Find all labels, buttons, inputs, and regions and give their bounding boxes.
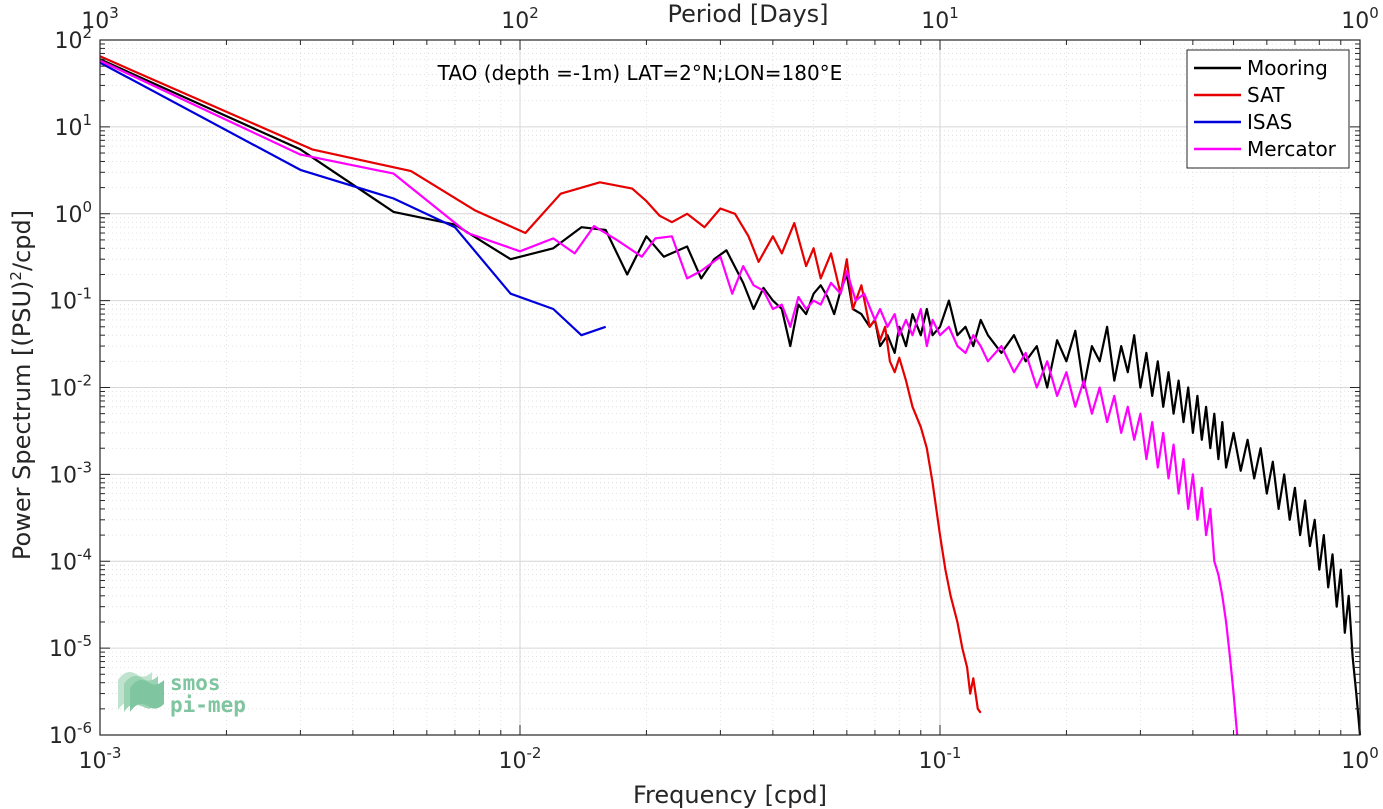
series-line-mooring bbox=[99, 58, 1362, 736]
x-tick-label-base: 10 bbox=[919, 749, 947, 774]
y-tick-label-base: 10 bbox=[49, 637, 77, 662]
x-tick-label-base: 10 bbox=[79, 749, 107, 774]
x-tick-label-exp: 0 bbox=[1369, 744, 1379, 762]
y-tick-label: 101 bbox=[54, 111, 92, 141]
axis-ticks bbox=[99, 40, 1360, 736]
legend-label-isas: ISAS bbox=[1247, 110, 1292, 134]
series-line-sat bbox=[99, 55, 982, 714]
logo-line2: pi-mep bbox=[170, 693, 246, 717]
top-tick-label-base: 10 bbox=[921, 9, 949, 34]
x-tick-label-exp: -3 bbox=[107, 744, 122, 762]
series-layer bbox=[99, 55, 1362, 736]
y-tick-label-base: 10 bbox=[54, 203, 82, 228]
y-tick-label-base: 10 bbox=[49, 377, 77, 402]
smos-pi-mep-logo: smos pi-mep bbox=[118, 671, 246, 717]
top-tick-label: 102 bbox=[501, 4, 539, 34]
x-axis-label: Frequency [cpd] bbox=[633, 781, 827, 809]
y-axis-label: Power Spectrum [(PSU)2/cpd] bbox=[7, 210, 36, 560]
y-tick-label-base: 10 bbox=[49, 290, 77, 315]
y-tick-label-base: 10 bbox=[49, 724, 77, 749]
y-tick-label: 10-1 bbox=[49, 285, 92, 315]
y-tick-label-base: 10 bbox=[49, 463, 77, 488]
y-tick-label-exp: 2 bbox=[82, 24, 92, 42]
y-tick-label-exp: -1 bbox=[77, 285, 92, 303]
y-tick-label: 102 bbox=[54, 24, 92, 54]
y-tick-label-exp: 1 bbox=[82, 111, 92, 129]
x-tick-label: 100 bbox=[1341, 744, 1379, 774]
series-line-isas bbox=[99, 61, 607, 337]
y-tick-label-base: 10 bbox=[54, 116, 82, 141]
x-tick-label: 10-2 bbox=[499, 744, 542, 774]
y-tick-label: 10-2 bbox=[49, 372, 92, 402]
x-tick-label-base: 10 bbox=[499, 749, 527, 774]
y-tick-label-exp: -2 bbox=[77, 372, 92, 390]
x-tick-labels: 10-3 10-2 10-1 100 bbox=[79, 744, 1379, 774]
y-tick-label-base: 10 bbox=[54, 29, 82, 54]
y-tick-label-exp: 0 bbox=[82, 198, 92, 216]
top-tick-label-base: 10 bbox=[501, 9, 529, 34]
y-axis-label-sup: 2 bbox=[7, 271, 25, 281]
top-axis-label: Period [Days] bbox=[667, 0, 828, 28]
top-tick-label: 100 bbox=[1341, 4, 1379, 34]
legend-items: Mooring SAT ISAS Mercator bbox=[1194, 56, 1337, 161]
top-tick-labels: 103 102 101 100 bbox=[81, 4, 1379, 34]
logo-mark-icon bbox=[118, 672, 164, 712]
top-tick-label-base: 10 bbox=[81, 9, 109, 34]
y-tick-label-exp: -3 bbox=[77, 458, 92, 476]
y-axis-label-tail: /cpd] bbox=[8, 210, 36, 271]
legend: Mooring SAT ISAS Mercator bbox=[1186, 49, 1350, 169]
top-tick-label-exp: 3 bbox=[109, 4, 119, 22]
top-tick-label-exp: 2 bbox=[529, 4, 539, 22]
x-tick-label-exp: -2 bbox=[527, 744, 542, 762]
y-axis-label-main: Power Spectrum [(PSU) bbox=[8, 281, 36, 560]
legend-label-sat: SAT bbox=[1247, 83, 1285, 107]
x-tick-label: 10-3 bbox=[79, 744, 122, 774]
y-tick-label: 10-3 bbox=[49, 458, 92, 488]
y-tick-label-exp: -5 bbox=[77, 632, 92, 650]
top-tick-label-exp: 0 bbox=[1369, 4, 1379, 22]
y-tick-label: 10-6 bbox=[49, 719, 92, 749]
y-tick-label: 10-4 bbox=[49, 545, 92, 575]
series-line-mercator bbox=[99, 59, 1239, 736]
y-tick-label-base: 10 bbox=[49, 550, 77, 575]
x-tick-label-exp: -1 bbox=[947, 744, 962, 762]
top-tick-label: 103 bbox=[81, 4, 119, 34]
legend-label-mercator: Mercator bbox=[1247, 137, 1337, 161]
y-tick-label: 100 bbox=[54, 198, 92, 228]
y-tick-label: 10-5 bbox=[49, 632, 92, 662]
logo-line1: smos bbox=[170, 671, 221, 695]
chart-annotation: TAO (depth =-1m) LAT=2°N;LON=180°E bbox=[437, 61, 843, 85]
x-tick-label: 10-1 bbox=[919, 744, 962, 774]
y-tick-label-exp: -6 bbox=[77, 719, 92, 737]
y-tick-label-exp: -4 bbox=[77, 545, 92, 563]
top-tick-label-base: 10 bbox=[1341, 9, 1369, 34]
top-tick-label: 101 bbox=[921, 4, 959, 34]
legend-label-mooring: Mooring bbox=[1247, 56, 1328, 80]
x-tick-label-base: 10 bbox=[1341, 749, 1369, 774]
top-tick-label-exp: 1 bbox=[949, 4, 959, 22]
